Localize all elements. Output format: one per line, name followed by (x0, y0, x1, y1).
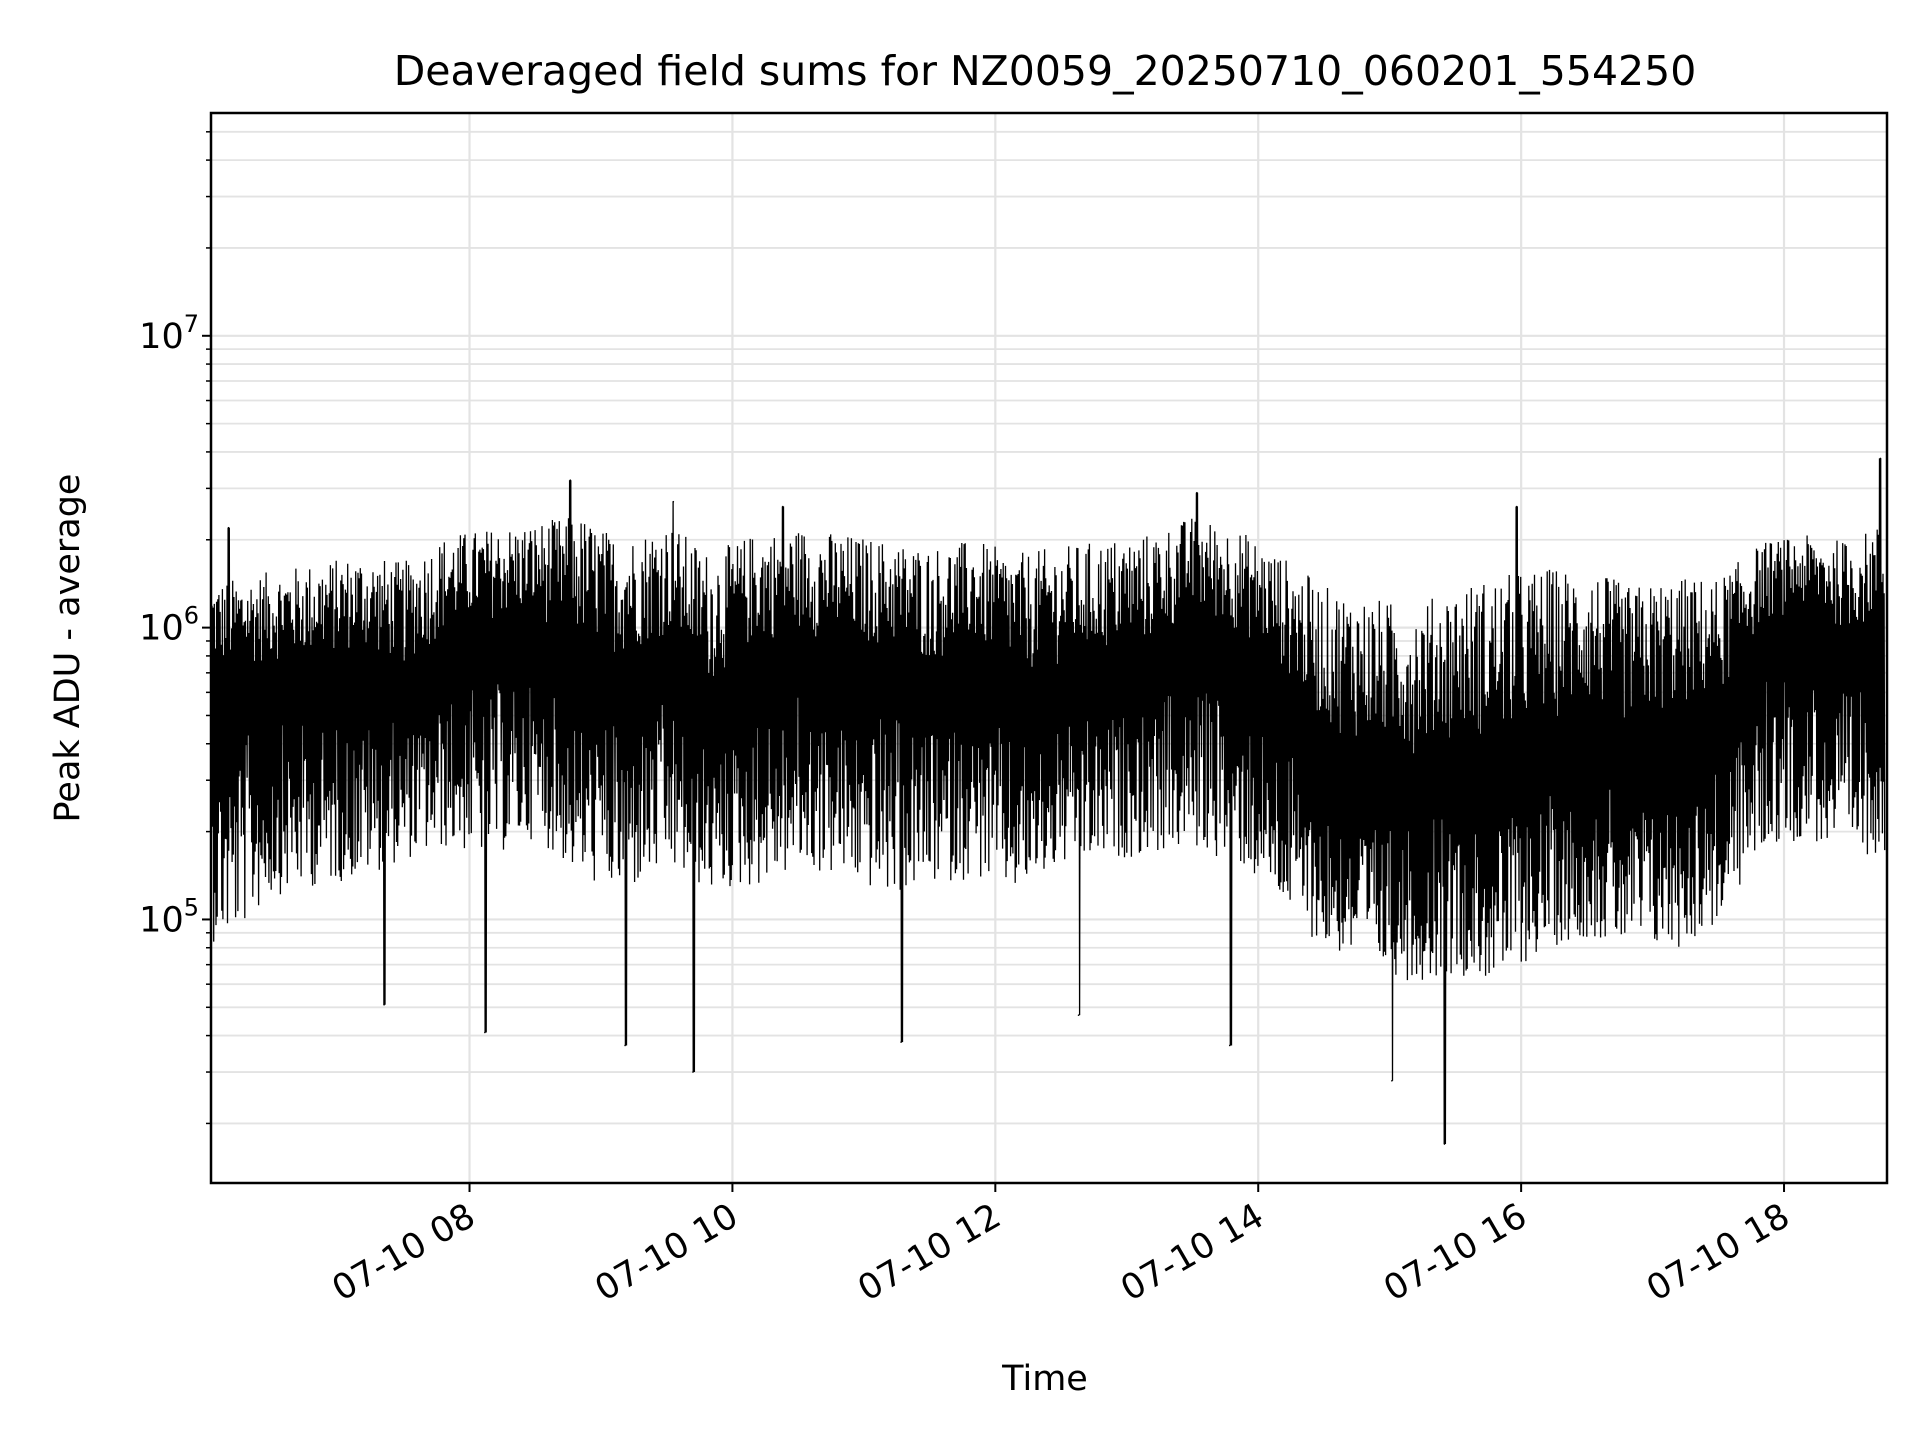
data-point (227, 691, 230, 694)
y-axis-label: Peak ADU - average (48, 474, 88, 823)
x-tick-label: 07-10 14 (1114, 1196, 1270, 1309)
data-point (797, 655, 799, 657)
data-spike-point (1879, 457, 1882, 460)
data-point (1410, 788, 1413, 790)
data-point (1191, 640, 1194, 642)
data-point (1673, 742, 1676, 745)
data-point (709, 714, 712, 717)
data-point (359, 672, 361, 674)
data-point (1235, 655, 1238, 657)
x-tick-label: 07-10 12 (852, 1196, 1008, 1309)
data-spike-point (1515, 505, 1518, 508)
y-tick-label: 105 (139, 893, 199, 940)
data-point (1323, 759, 1325, 762)
data-point (1848, 655, 1851, 657)
data-series-line (211, 458, 1886, 1145)
x-tick-label: 07-10 18 (1640, 1196, 1796, 1309)
data-point (1881, 640, 1884, 642)
y-axis: 105 106 107 (139, 131, 211, 1125)
data-spike-point (1196, 491, 1198, 494)
data-point (1104, 681, 1106, 684)
data-point (271, 681, 274, 684)
data-spike-point (484, 1031, 486, 1034)
x-tick-label: 07-10 08 (326, 1196, 482, 1309)
data-point (1366, 779, 1369, 782)
data-point (1761, 640, 1763, 642)
data-point (402, 691, 405, 694)
data-point (534, 640, 537, 642)
data-spike-point (692, 1071, 694, 1073)
x-axis: 07-10 08 07-10 10 07-10 12 07-10 14 07-10 16… (326, 1183, 1797, 1309)
data-point (578, 672, 580, 674)
data-point (1805, 626, 1807, 629)
data-point (1542, 759, 1544, 762)
data-spike-point (227, 526, 230, 529)
data-spike-point (672, 500, 675, 503)
data-point (622, 681, 624, 684)
data-spike-point (1228, 1044, 1231, 1047)
data-point (884, 672, 887, 674)
data-point (928, 691, 931, 694)
data-spike-point (569, 479, 572, 482)
data-point (1498, 779, 1501, 782)
data-point (841, 672, 843, 674)
data-point (753, 672, 756, 674)
data-point (1016, 702, 1019, 705)
x-axis-label: Time (1001, 1359, 1088, 1399)
x-tick-label: 07-10 16 (1377, 1196, 1533, 1309)
y-tick-label: 107 (139, 310, 199, 357)
data-point (1717, 728, 1720, 730)
plot-frame (209, 111, 1889, 1185)
data-spike-point (782, 505, 784, 508)
data-point (1060, 691, 1062, 694)
data-point (1279, 691, 1281, 694)
x-tick-label: 07-10 10 (589, 1196, 745, 1309)
data-point (1629, 759, 1632, 762)
data-point (1586, 742, 1588, 745)
data-spike-point (624, 1044, 626, 1047)
data-spike-point (383, 1003, 385, 1006)
data-spike-point (1077, 1014, 1080, 1016)
data-point (446, 655, 449, 657)
data-point (1147, 672, 1150, 674)
plot-area (211, 457, 1886, 1145)
data-point (315, 681, 317, 684)
data-point (490, 640, 493, 642)
data-point (665, 663, 668, 665)
data-point (972, 672, 975, 674)
data-point (1454, 771, 1457, 773)
y-tick-label: 106 (139, 602, 199, 649)
data-spike-point (900, 1041, 902, 1043)
chart-title: Deaveraged field sums for NZ0059_2025071… (394, 47, 1697, 95)
data-spike-point (1443, 1143, 1446, 1145)
data-spike-point (1391, 1079, 1393, 1082)
